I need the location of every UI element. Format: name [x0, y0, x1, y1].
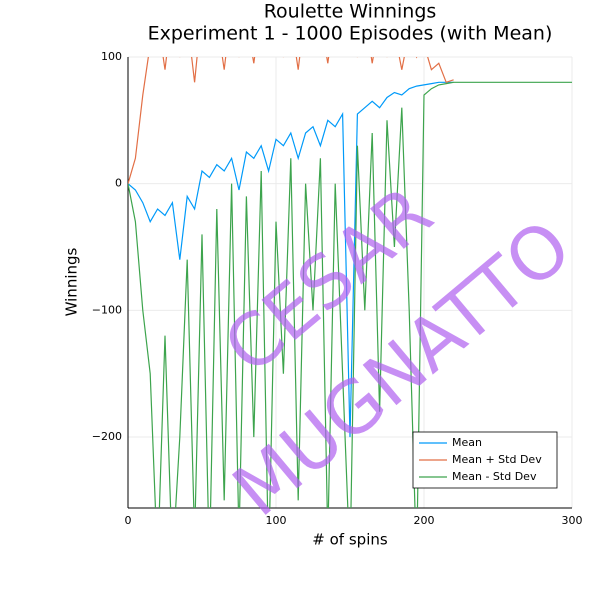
y-tick-label: 0 [115, 177, 122, 190]
y-tick-label: 100 [101, 50, 122, 63]
x-tick-label: 100 [266, 514, 287, 527]
y-axis-label: Winnings [63, 247, 81, 316]
series-line [128, 57, 454, 184]
x-tick-label: 0 [125, 514, 132, 527]
x-tick-label: 200 [414, 514, 435, 527]
plot-area [128, 57, 572, 508]
x-axis-label: # of spins [312, 531, 388, 549]
series-line [128, 81, 572, 508]
chart-title: Roulette Winnings [264, 1, 437, 23]
legend-label: Mean - Std Dev [452, 470, 537, 483]
chart-subtitle: Experiment 1 - 1000 Episodes (with Mean) [148, 23, 553, 45]
y-tick-label: −100 [92, 303, 122, 316]
legend-label: Mean [452, 436, 482, 449]
series-line [128, 81, 454, 438]
y-tick-label: −200 [92, 430, 122, 443]
legend-label: Mean + Std Dev [452, 453, 542, 466]
x-tick-label: 300 [562, 514, 583, 527]
